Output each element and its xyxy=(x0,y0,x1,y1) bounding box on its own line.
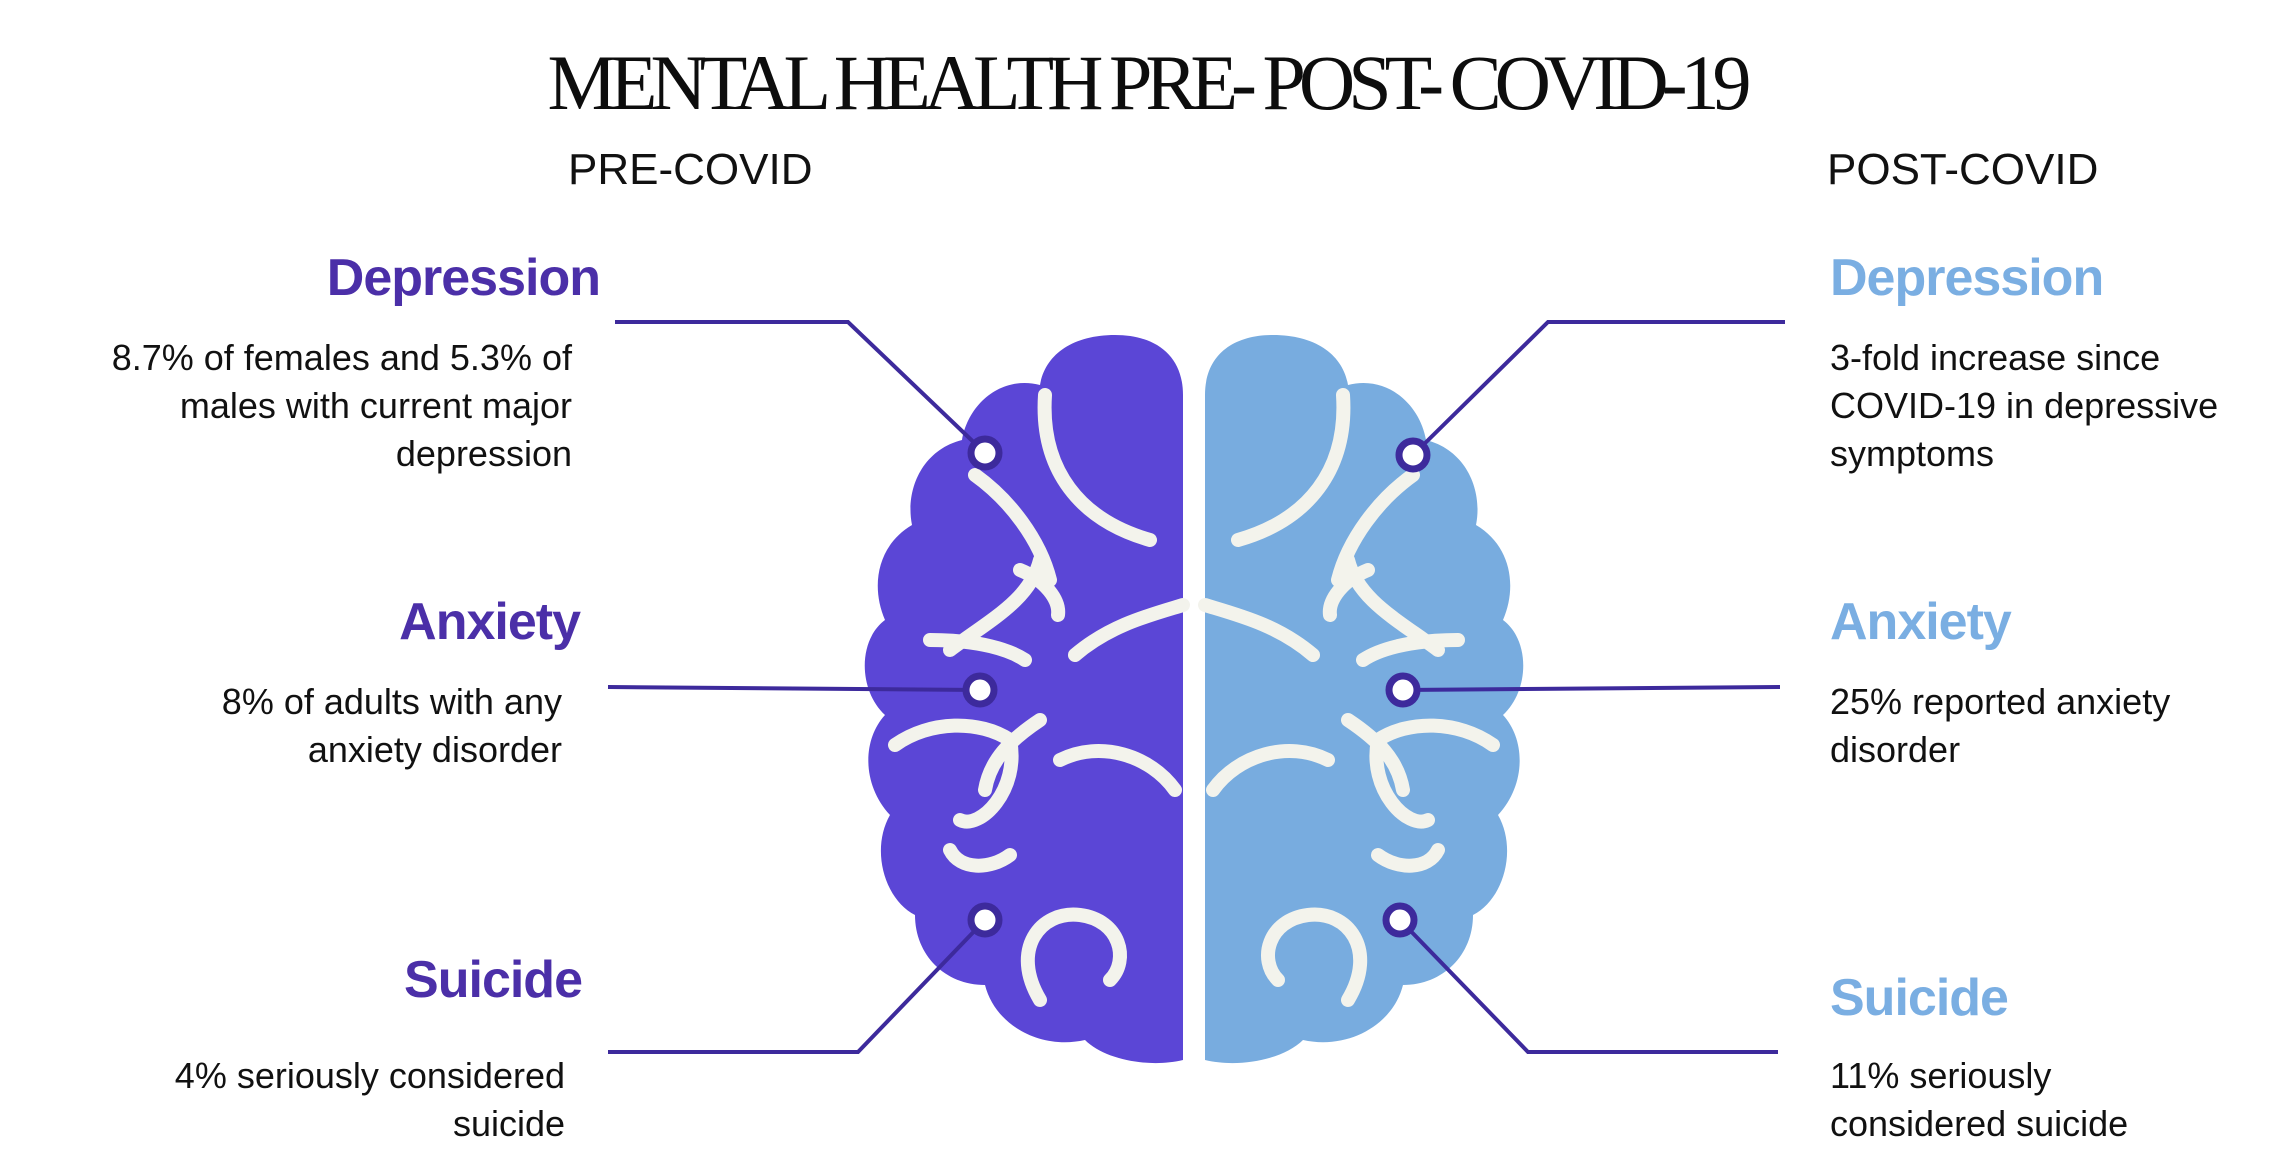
connector-lines xyxy=(607,320,1785,1054)
post-anxiety-node xyxy=(1385,672,1421,708)
pre-suicide-node xyxy=(967,902,1003,938)
post-suicide-heading: Suicide xyxy=(1830,969,2009,1027)
pre-anxiety-node xyxy=(962,672,998,708)
post-depression-text: 3-fold increase since COVID-19 in depres… xyxy=(1830,337,2219,474)
post-anxiety-heading: Anxiety xyxy=(1830,593,2012,651)
pre-suicide-heading: Suicide xyxy=(404,951,583,1009)
post-depression-node xyxy=(1395,437,1431,473)
post-covid-header: POST-COVID xyxy=(1827,145,2099,194)
pre-depression-text: 8.7% of females and 5.3% of males with c… xyxy=(111,337,572,474)
post-depression-heading: Depression xyxy=(1830,249,2104,307)
post-suicide-text: 11% seriously considered suicide xyxy=(1830,1055,2129,1144)
pre-suicide-text: 4% seriously considered suicide xyxy=(174,1055,565,1144)
pre-depression-connector xyxy=(615,320,987,455)
post-anxiety-connector xyxy=(1402,685,1781,692)
pre-suicide-connector xyxy=(608,918,987,1054)
connector-nodes xyxy=(962,435,1431,938)
pre-anxiety-connector xyxy=(607,685,981,692)
post-suicide-connector xyxy=(1398,918,1778,1054)
right-folds xyxy=(1198,388,1500,1007)
left-folds xyxy=(888,388,1190,1007)
post-suicide-node xyxy=(1382,902,1418,938)
pre-depression-heading: Depression xyxy=(326,249,601,307)
pre-depression-node xyxy=(967,435,1003,471)
pre-anxiety-text: 8% of adults with any anxiety disorder xyxy=(221,681,562,770)
post-depression-connector xyxy=(1411,320,1785,457)
pre-covid-header: PRE-COVID xyxy=(568,145,813,194)
page-title: MENTAL HEALTH PRE- POST- COVID-19 xyxy=(547,39,1751,126)
pre-anxiety-heading: Anxiety xyxy=(399,593,581,651)
post-anxiety-text: 25% reported anxiety disorder xyxy=(1830,681,2171,770)
